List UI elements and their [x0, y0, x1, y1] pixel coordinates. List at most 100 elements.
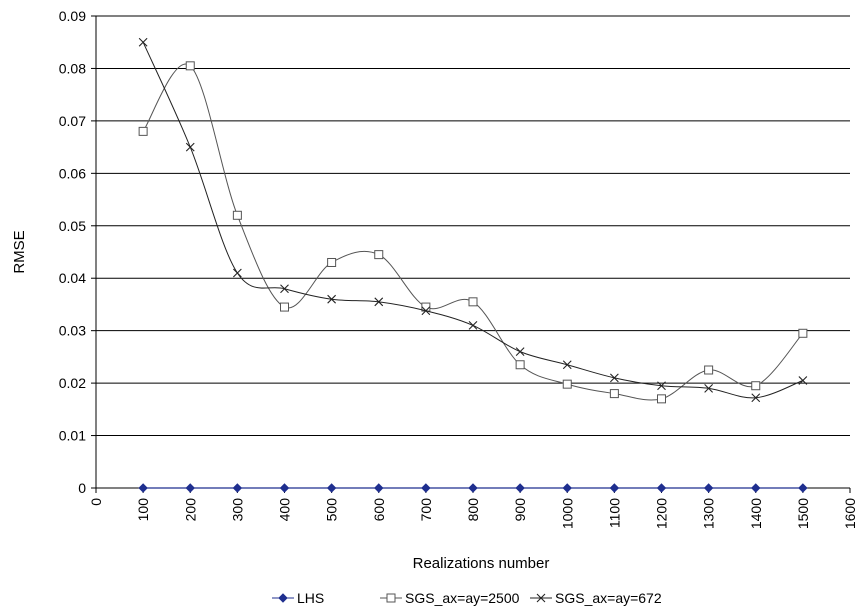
legend-label: SGS_ax=ay=2500 [405, 590, 520, 606]
x-marker-stroke [657, 381, 666, 391]
x-tick-label: 1200 [654, 498, 670, 529]
data-point-sgs-ax-ay-2500 [374, 250, 384, 260]
legend-swatch-marker [386, 593, 396, 603]
x-tick-label: 1600 [842, 498, 858, 529]
legend-item-sgs-ax-ay-2500: SGS_ax=ay=2500 [380, 590, 520, 606]
x-marker-stroke [232, 268, 242, 278]
y-tick-label: 0.02 [59, 375, 86, 391]
x-marker-stroke [185, 142, 195, 152]
x-marker-stroke [374, 297, 384, 307]
y-tick-label: 0.01 [59, 428, 86, 444]
x-marker-stroke [515, 347, 525, 357]
x-tick-label: 1000 [559, 498, 575, 529]
x-tick-label: 800 [465, 498, 481, 522]
data-point-sgs-ax-ay-2500 [515, 360, 525, 370]
data-point-sgs-ax-ay-2500 [138, 126, 148, 136]
data-point-lhs [798, 483, 808, 493]
data-point-sgs-ax-ay-672 [751, 393, 761, 403]
data-point-sgs-ax-ay-672 [374, 297, 384, 307]
y-tick-label: 0.04 [59, 270, 86, 286]
data-point-lhs [185, 483, 195, 493]
data-point-lhs [515, 483, 525, 493]
data-point-sgs-ax-ay-2500 [280, 302, 289, 312]
data-point-sgs-ax-ay-672 [280, 284, 289, 294]
data-point-sgs-ax-ay-672 [138, 37, 148, 47]
data-point-sgs-ax-ay-2500 [185, 61, 195, 71]
data-point-lhs [703, 483, 714, 493]
x-tick-label: 600 [371, 498, 387, 522]
x-tick-label: 900 [512, 498, 528, 522]
legend-swatch-marker [536, 593, 546, 603]
data-point-lhs [656, 483, 667, 493]
x-tick-label: 1300 [701, 498, 717, 529]
y-tick-label: 0.07 [59, 113, 86, 129]
y-tick-label: 0.06 [59, 165, 86, 181]
x-marker-stroke [562, 360, 572, 370]
x-tick-label: 1500 [795, 498, 811, 529]
x-tick-labels: 0 100 200 300 400 500 600 700 800 900 1000 1100 1200… [88, 498, 858, 529]
x-marker-stroke [536, 593, 546, 603]
x-tick-label: 1100 [606, 498, 622, 528]
data-point-sgs-ax-ay-672 [468, 321, 478, 330]
x-marker-stroke [798, 376, 808, 385]
data-point-sgs-ax-ay-2500 [657, 394, 666, 404]
series-sgs-ax-ay-672 [138, 37, 808, 403]
series-line-sgs-ax-ay-2500 [142, 63, 804, 401]
x-marker-stroke [609, 373, 619, 383]
x-tick-label: 300 [229, 498, 245, 522]
data-point-sgs-ax-ay-2500 [327, 257, 337, 267]
data-point-sgs-ax-ay-672 [562, 360, 572, 370]
x-marker-stroke [704, 383, 714, 393]
data-point-sgs-ax-ay-672 [704, 383, 714, 393]
x-marker-stroke [751, 393, 761, 403]
x-tick-label: 0 [88, 498, 104, 506]
y-tick-label: 0.09 [59, 8, 86, 24]
data-point-lhs [374, 483, 384, 493]
data-point-lhs [138, 483, 148, 493]
data-point-lhs [609, 483, 620, 493]
x-marker-stroke [421, 306, 431, 316]
data-point-lhs [232, 483, 243, 493]
x-marker-stroke [468, 321, 478, 330]
legend-item-sgs-ax-ay-672: SGS_ax=ay=672 [530, 590, 662, 606]
data-point-sgs-ax-ay-672 [657, 381, 666, 391]
data-point-lhs [751, 483, 761, 493]
series-line-sgs-ax-ay-672 [142, 42, 804, 399]
x-marker-stroke [138, 37, 148, 47]
data-point-lhs [562, 483, 572, 493]
y-tick-label: 0.08 [59, 60, 86, 76]
y-tick-label: 0.03 [59, 323, 86, 339]
data-point-sgs-ax-ay-2500 [468, 297, 478, 307]
legend-label: SGS_ax=ay=672 [555, 590, 662, 606]
data-point-lhs [421, 483, 431, 493]
y-tick-label: 0 [78, 480, 86, 496]
legend-item-lhs: LHS [272, 590, 324, 606]
x-tick-label: 700 [418, 498, 434, 522]
data-point-sgs-ax-ay-2500 [798, 328, 808, 338]
x-marker-stroke [327, 294, 337, 304]
data-point-sgs-ax-ay-672 [232, 268, 242, 278]
data-point-sgs-ax-ay-672 [327, 294, 337, 304]
gridlines [96, 15, 850, 437]
x-tick-label: 100 [135, 498, 151, 522]
legend-label: LHS [297, 590, 324, 606]
data-point-lhs [279, 483, 290, 493]
x-tick-label: 1400 [748, 498, 764, 529]
series-sgs-ax-ay-2500 [138, 61, 808, 404]
x-tick-label: 400 [277, 498, 293, 522]
y-tick-label: 0.05 [59, 218, 86, 234]
data-point-lhs [326, 483, 337, 493]
series-layer [138, 37, 808, 493]
x-axis-title: Realizations number [413, 555, 550, 572]
data-point-sgs-ax-ay-2500 [562, 379, 572, 389]
legend-swatch-marker [278, 593, 288, 603]
y-axis-title: RMSE [11, 230, 28, 273]
series-lhs [138, 483, 808, 493]
data-point-sgs-ax-ay-2500 [232, 210, 242, 220]
legend: LHS SGS_ax=ay=2500 SGS_ax=ay=672 [272, 590, 662, 606]
x-tick-label: 200 [182, 498, 198, 522]
y-tick-labels: 0 0.01 0.02 0.03 0.04 0.05 0.06 0.07 0.08 0.09 [59, 8, 86, 496]
data-point-lhs [468, 483, 478, 493]
x-tick-label: 500 [324, 498, 340, 522]
